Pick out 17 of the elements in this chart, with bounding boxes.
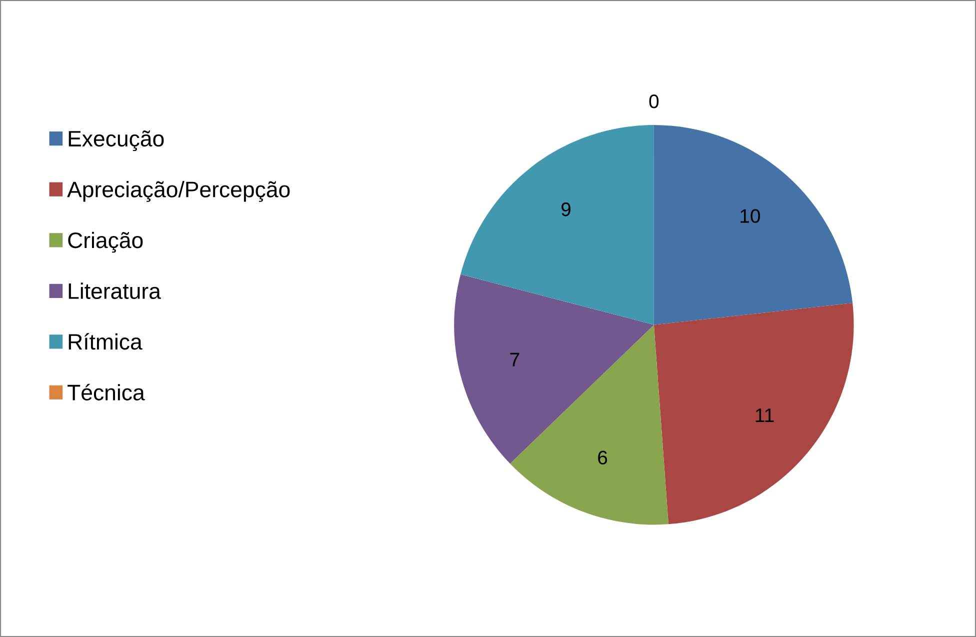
legend-label: Técnica xyxy=(68,384,145,400)
data-label: 11 xyxy=(756,408,774,422)
text: 0 xyxy=(649,94,659,108)
pie-slice xyxy=(510,324,669,525)
pie-slice xyxy=(654,125,853,325)
legend-label: Criação xyxy=(68,232,143,253)
data-label: 7 xyxy=(510,352,520,366)
pie-slice xyxy=(454,274,654,464)
pie-slice xyxy=(654,303,854,524)
legend-label: Apreciação/Percepção xyxy=(67,181,290,202)
legend-label: Literatura xyxy=(68,282,161,300)
data-label: 10 xyxy=(740,209,760,223)
legend-label: Execução xyxy=(68,130,164,152)
pie-slice xyxy=(460,125,654,325)
data-label: 9 xyxy=(561,202,570,216)
data-label: 6 xyxy=(598,450,608,464)
legend-label: Rítmica xyxy=(68,333,142,350)
